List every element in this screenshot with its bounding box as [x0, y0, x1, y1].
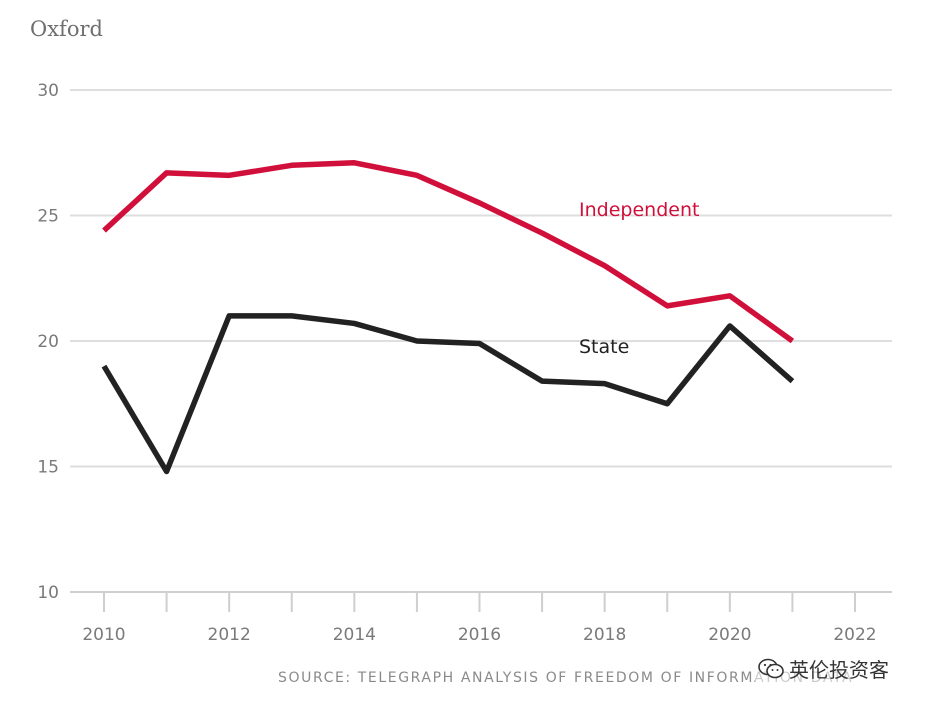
series-label-independent: Independent: [579, 199, 699, 221]
x-tick-label-2020: 2020: [708, 625, 751, 645]
x-tick-label-2012: 2012: [208, 625, 251, 645]
series-label-state: State: [579, 336, 629, 358]
x-tick-label-2022: 2022: [833, 625, 876, 645]
source-note: SOURCE: TELEGRAPH ANALYSIS OF FREEDOM OF…: [278, 670, 854, 686]
series-lines: [101, 160, 795, 475]
x-axis: [103, 592, 856, 612]
series-line-state: [101, 313, 795, 475]
series-labels: Independent State: [579, 199, 699, 358]
wechat-icon: [758, 658, 784, 678]
watermark-text: 英伦投资客: [789, 658, 889, 682]
chart-title: Oxford: [30, 17, 103, 41]
watermark: 英伦投资客: [755, 654, 891, 683]
series-line-independent: [102, 160, 795, 344]
y-tick-label-10: 10: [37, 583, 59, 603]
grid-lines: [70, 89, 892, 593]
x-tick-label-2016: 2016: [458, 625, 501, 645]
x-tick-label-2014: 2014: [333, 625, 376, 645]
y-tick-label-30: 30: [37, 81, 59, 101]
x-tick-label-2010: 2010: [82, 625, 125, 645]
y-tick-label-15: 15: [37, 458, 59, 478]
x-tick-label-2018: 2018: [583, 625, 626, 645]
y-tick-label-25: 25: [37, 207, 59, 227]
y-tick-label-20: 20: [37, 332, 59, 352]
x-axis-tick-labels: 2010 2012 2014 2016 2018 2020 2022: [82, 625, 876, 645]
y-axis-tick-labels: 10 15 20 25 30: [37, 81, 59, 603]
